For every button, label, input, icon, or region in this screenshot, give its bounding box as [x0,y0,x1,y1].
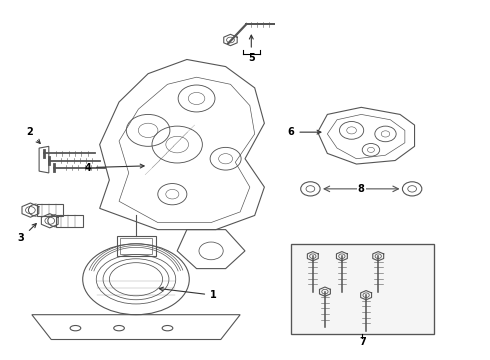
Bar [291,244,434,334]
Text: 3: 3 [18,224,36,243]
Text: 2: 2 [26,127,40,143]
Text: 6: 6 [288,127,321,137]
Text: 8: 8 [358,184,365,194]
Bar [121,238,152,254]
Bar [117,236,156,256]
Text: 1: 1 [159,287,217,300]
Bar [37,204,63,216]
Text: 7: 7 [359,337,366,347]
Text: 4: 4 [84,163,144,172]
Bar [56,215,83,227]
Text: 5: 5 [248,35,255,63]
